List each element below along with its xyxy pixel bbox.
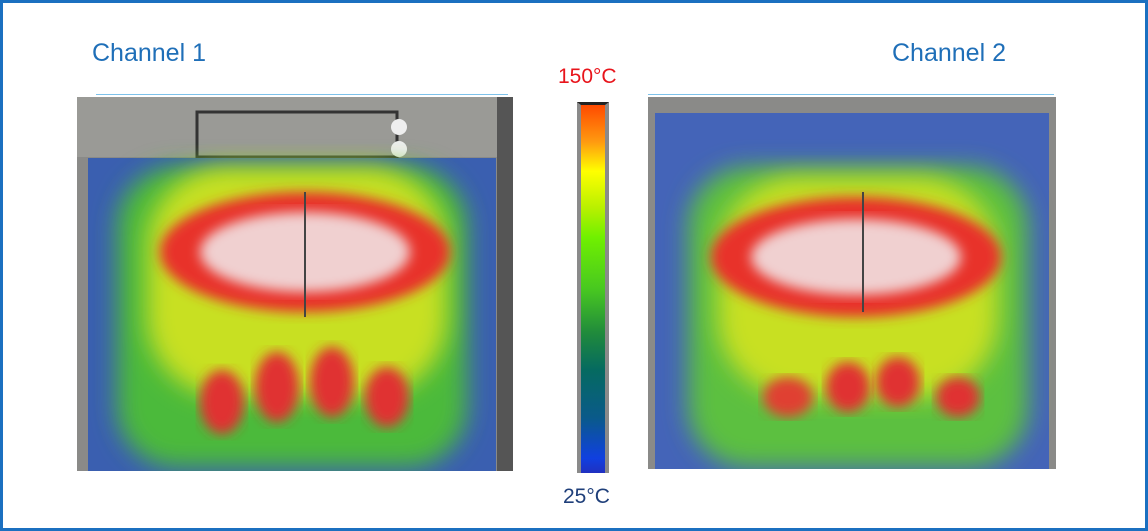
colorbar-min-label: 25°C: [563, 485, 610, 508]
channel-1-thermal-image: [77, 97, 513, 471]
colorbar: [577, 102, 609, 473]
channel-2-thermal-image: [648, 97, 1056, 469]
colorbar-max-label: 150°C: [558, 65, 617, 88]
heat-overlay: [88, 158, 496, 471]
heat-overlay: [655, 113, 1049, 469]
channel-2-title: Channel 2: [892, 39, 1006, 67]
channel-1-rule: [96, 94, 508, 95]
channel-2-rule: [648, 94, 1054, 95]
channel-1-title: Channel 1: [92, 39, 206, 67]
